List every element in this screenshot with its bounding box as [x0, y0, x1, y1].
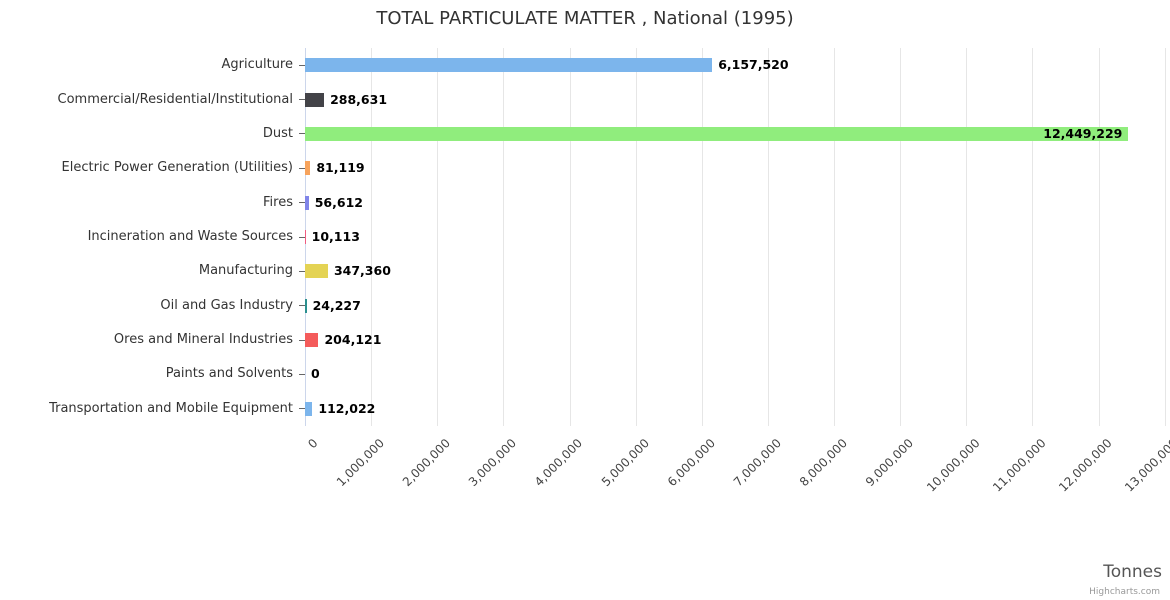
x-gridline [1032, 48, 1034, 426]
x-gridline [635, 48, 637, 426]
category-tick [299, 99, 305, 101]
x-gridline [371, 48, 373, 426]
chart-bar[interactable] [305, 161, 311, 176]
chart-bar[interactable] [305, 58, 713, 73]
category-label: Electric Power Generation (Utilities) [61, 160, 293, 176]
x-axis-tick-label: 9,000,000 [862, 436, 917, 490]
value-label: 81,119 [316, 160, 365, 176]
chart-bar[interactable] [305, 230, 306, 244]
x-axis-tick-label: 7,000,000 [730, 436, 784, 490]
category-tick [299, 373, 305, 375]
x-axis-tick-label: 4,000,000 [532, 436, 586, 490]
x-gridline [503, 48, 505, 426]
category-tick [299, 339, 305, 341]
category-tick [299, 270, 305, 272]
category-label: Paints and Solvents [165, 366, 293, 382]
value-label: 6,157,520 [718, 57, 789, 73]
category-tick [299, 236, 305, 238]
x-axis-tick-label: 8,000,000 [796, 436, 850, 490]
x-gridline [437, 48, 439, 426]
x-gridline [569, 48, 571, 426]
x-axis-tick-label: 3,000,000 [466, 436, 520, 490]
category-label: Commercial/Residential/Institutional [57, 91, 294, 107]
highcharts-credit[interactable]: Highcharts.com [1089, 587, 1160, 597]
value-label: 347,360 [333, 263, 391, 279]
chart-bar[interactable] [305, 264, 328, 279]
category-tick [299, 133, 305, 135]
category-label: Fires [263, 194, 293, 210]
x-axis-tick-label: 6,000,000 [664, 436, 718, 490]
category-tick [299, 167, 305, 169]
chart-bar[interactable] [305, 401, 313, 416]
category-tick [299, 64, 305, 66]
category-tick [299, 305, 305, 307]
category-label: Oil and Gas Industry [160, 297, 293, 313]
x-gridline [767, 48, 769, 426]
x-axis-tick-label: 1,000,000 [333, 436, 388, 490]
category-label: Ores and Mineral Industries [113, 332, 293, 348]
chart-bar[interactable] [305, 92, 325, 107]
x-gridline [900, 48, 902, 426]
x-axis-tick-label: 5,000,000 [598, 436, 652, 490]
x-gridline [834, 48, 836, 426]
category-label: Agriculture [221, 57, 294, 73]
category-tick [299, 408, 305, 410]
chart-bar[interactable] [305, 126, 1129, 141]
category-label: Transportation and Mobile Equipment [49, 400, 293, 416]
category-label: Incineration and Waste Sources [87, 229, 293, 244]
x-gridline [1164, 48, 1166, 426]
x-axis-tick-label: 0 [305, 436, 321, 452]
category-tick [299, 202, 305, 204]
x-gridline [1098, 48, 1100, 426]
x-axis-tick-label: 13,000,000 [1122, 436, 1170, 495]
value-label: 12,449,229 [1043, 125, 1123, 141]
value-label: 288,631 [330, 91, 388, 107]
x-axis-title: Tonnes [1103, 562, 1162, 582]
category-label: Dust [262, 125, 293, 141]
chart-title: TOTAL PARTICULATE MATTER , National (199… [376, 8, 794, 29]
x-axis-tick-label: 2,000,000 [400, 436, 454, 490]
x-axis-tick-label: 11,000,000 [989, 436, 1049, 495]
x-axis-tick-label: 12,000,000 [1055, 436, 1115, 495]
value-label: 112,022 [318, 400, 376, 416]
category-label: Manufacturing [198, 263, 293, 279]
value-label: 10,113 [311, 229, 360, 244]
chart-bar[interactable] [305, 298, 307, 313]
x-gridline [701, 48, 703, 426]
value-label: 56,612 [314, 194, 363, 210]
value-label: 0 [311, 366, 320, 382]
x-axis-tick-label: 10,000,000 [923, 436, 983, 495]
value-label: 24,227 [312, 297, 361, 313]
chart-bar[interactable] [305, 195, 309, 210]
x-gridline [966, 48, 968, 426]
value-label: 204,121 [324, 332, 382, 348]
chart-bar[interactable] [305, 333, 319, 348]
